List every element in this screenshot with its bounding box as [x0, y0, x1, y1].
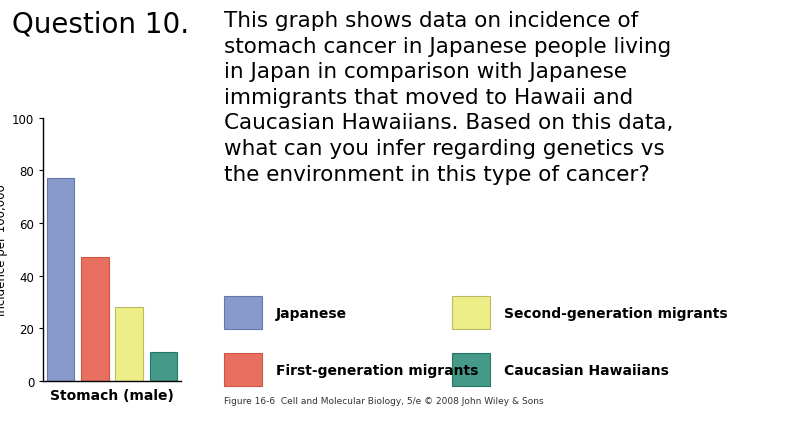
Text: Japanese: Japanese: [276, 306, 347, 320]
X-axis label: Stomach (male): Stomach (male): [50, 388, 174, 402]
Text: Figure 16-6  Cell and Molecular Biology, 5/e © 2008 John Wiley & Sons: Figure 16-6 Cell and Molecular Biology, …: [224, 396, 544, 406]
Text: This graph shows data on incidence of
stomach cancer in Japanese people living
i: This graph shows data on incidence of st…: [224, 11, 674, 184]
Bar: [81, 258, 108, 381]
Text: Second-generation migrants: Second-generation migrants: [504, 306, 728, 320]
Bar: [116, 307, 143, 381]
Bar: [150, 352, 178, 381]
Y-axis label: Incidence per 100,000: Incidence per 100,000: [0, 184, 8, 315]
Text: Question 10.: Question 10.: [12, 11, 189, 39]
Bar: [46, 179, 74, 381]
Text: Caucasian Hawaiians: Caucasian Hawaiians: [504, 363, 669, 377]
Text: First-generation migrants: First-generation migrants: [276, 363, 478, 377]
